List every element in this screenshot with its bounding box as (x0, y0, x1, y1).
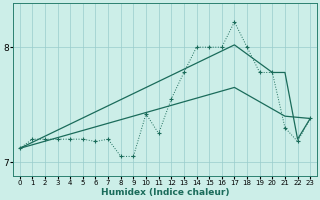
X-axis label: Humidex (Indice chaleur): Humidex (Indice chaleur) (101, 188, 229, 197)
